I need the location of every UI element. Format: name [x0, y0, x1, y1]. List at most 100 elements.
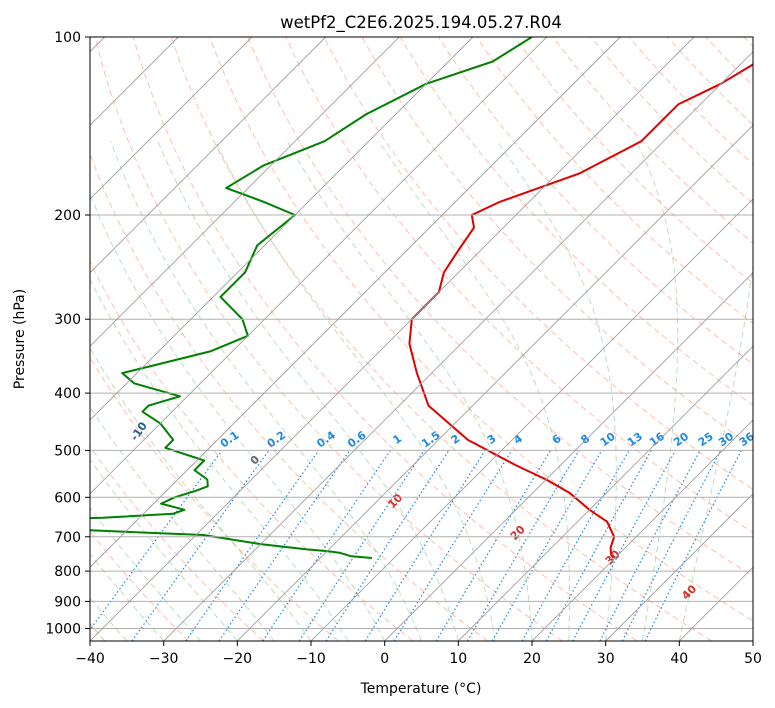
moist-adiabat-line [214, 140, 496, 641]
isotherm-gridline [678, 566, 753, 641]
dry-adiabat-line [90, 445, 264, 641]
isotherm-gridline [90, 37, 253, 200]
y-tick-label: 300 [54, 312, 81, 328]
x-tick-label: 10 [449, 651, 467, 667]
isotherm-gridline [310, 198, 753, 641]
mixing-ratio-label: 36 [737, 430, 757, 450]
mixing-ratio-line [364, 450, 486, 641]
moist-adiabat-line [90, 507, 201, 641]
dry-adiabat-line [743, 37, 753, 48]
mixing-ratio-line [599, 450, 701, 641]
mixing-ratio-line [185, 450, 320, 641]
dry-adiabat-line [94, 37, 563, 641]
dry-adiabat-label: -10 [128, 419, 150, 443]
isotherm-gridline [90, 37, 695, 641]
mixing-ratio-label: 3 [485, 432, 499, 447]
moist-adiabat-line [286, 140, 533, 641]
mixing-ratio-line [521, 450, 630, 641]
y-tick-label: 600 [54, 490, 81, 506]
mixing-ratio-label: 13 [625, 430, 645, 449]
mixing-ratio-line [621, 450, 722, 641]
isotherm-gridline [384, 272, 753, 641]
mixing-ratio-line [466, 450, 580, 641]
plot-area: 0.10.20.40.611.52346810131620253036-100-… [0, 37, 757, 641]
isotherm-gridline [457, 345, 753, 641]
x-tick-label: 40 [670, 651, 688, 667]
isotherm-gridlines [90, 36, 753, 641]
dry-adiabat-line [90, 356, 339, 641]
mixing-ratio-label: 10 [598, 430, 618, 450]
mixing-ratio-line [262, 450, 391, 641]
mixing-ratio-line [90, 450, 223, 631]
isotherm-gridline [605, 493, 753, 641]
dry-adiabat-line [552, 37, 753, 244]
dry-adiabat-line [476, 37, 753, 325]
mixing-ratio-label: 25 [696, 430, 716, 449]
moist-adiabat-line [678, 260, 753, 641]
chart-title: wetPf2_C2E6.2025.194.05.27.R04 [280, 13, 562, 33]
y-tick-label: 800 [54, 564, 81, 580]
plot-frame [89, 36, 754, 642]
x-tick-label: 30 [597, 651, 615, 667]
dry-adiabat-line [323, 37, 753, 491]
dry-adiabat-line [667, 37, 753, 126]
x-tick-label: −20 [223, 651, 253, 667]
y-tick-label: 100 [54, 30, 81, 46]
x-tick-label: −40 [75, 651, 105, 667]
moist-adiabat-label: 0 [248, 453, 263, 468]
moist-adiabat-line [635, 140, 679, 641]
y-tick-label: 900 [54, 594, 81, 610]
mixing-ratio-line [545, 450, 652, 641]
y-tick-label: 1000 [45, 622, 81, 638]
mixing-ratio-line [218, 450, 351, 641]
isotherm-gridline [531, 419, 753, 641]
isotherm-gridline [163, 51, 753, 641]
dry-adiabat-line [90, 152, 488, 641]
x-tick-label: 50 [744, 651, 762, 667]
y-tick-label: 400 [54, 386, 81, 402]
x-tick-label: −30 [149, 651, 179, 667]
mixing-ratio-line [644, 450, 743, 641]
isotherm-gridline [90, 37, 400, 347]
mixing-ratio-line [572, 450, 677, 641]
mixing-ratio-label: 0.1 [218, 429, 241, 451]
y-tick-label: 700 [54, 530, 81, 546]
mixing-ratio-label: 16 [647, 430, 667, 450]
x-axis: −40 −30 −20 −10 0 10 20 30 40 50 [75, 641, 762, 667]
dry-adiabat-line [285, 37, 753, 534]
dry-adiabat-line [90, 260, 414, 641]
dry-adiabat-line [90, 530, 190, 641]
dry-adiabat-line [514, 37, 753, 284]
mixing-ratio-label: 20 [671, 430, 691, 450]
dry-adiabat-line [590, 37, 753, 205]
isotherm-gridline [90, 37, 548, 495]
isotherm-group [90, 37, 753, 641]
x-axis-label: Temperature (°C) [360, 681, 482, 697]
y-tick-label: 200 [54, 208, 81, 224]
x-tick-label: 0 [380, 651, 389, 667]
dry-adiabat-line [170, 37, 712, 641]
mixing-ratio-line [325, 450, 450, 641]
x-tick-label: 20 [523, 651, 541, 667]
y-tick-label: 500 [54, 443, 81, 459]
dry-adiabat-line [247, 37, 753, 577]
x-tick-label: −10 [296, 651, 326, 667]
mixing-ratio-label: 6 [550, 432, 564, 447]
y-axis: 100 200 300 400 500 600 700 800 900 1000 [45, 30, 90, 638]
moist-adiabat-line [90, 553, 165, 641]
moist-adiabat-label: 10 [385, 491, 405, 511]
dry-adiabat-line [437, 37, 753, 365]
dry-adiabat-line [705, 37, 753, 87]
reference-curve [0, 141, 31, 641]
isotherm-gridline [236, 124, 753, 641]
mixing-ratio-line [435, 450, 552, 641]
isotherm-gridline [90, 37, 327, 274]
isotherm-gridline [90, 37, 474, 421]
moist-adiabat-label: 20 [508, 523, 528, 543]
mixing-ratio-label: 0.4 [314, 428, 338, 450]
mixing-ratio-line [298, 450, 425, 641]
moist-adiabat-line [378, 140, 571, 641]
mixing-ratio-label: 1 [390, 432, 404, 447]
dry-adiabat-line [132, 37, 638, 641]
